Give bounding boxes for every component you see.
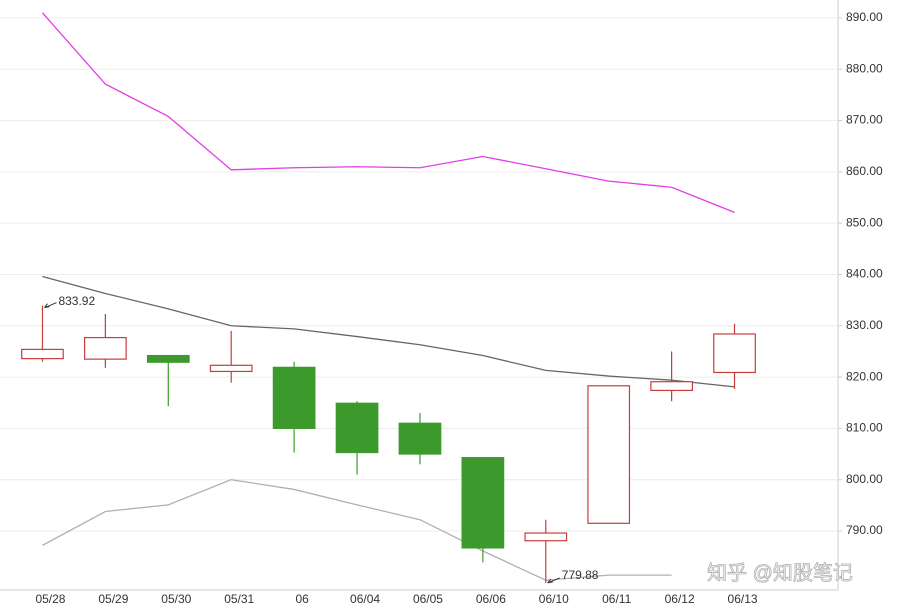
watermark: 知乎 @知股笔记	[707, 561, 853, 584]
x-tick-label: 06/06	[476, 592, 506, 606]
annotation-arrow	[547, 577, 560, 584]
y-tick-label: 880.00	[846, 61, 883, 75]
x-tick-label: 06/05	[413, 592, 443, 606]
y-tick-label: 820.00	[846, 369, 883, 383]
candle-body	[524, 532, 568, 542]
band-line	[42, 275, 735, 388]
x-tick-label: 05/30	[161, 592, 191, 606]
candle-body	[713, 333, 756, 374]
candle-body	[335, 402, 379, 454]
candle-body	[84, 336, 127, 360]
candle-body	[587, 385, 631, 524]
x-tick-label: 06/10	[539, 592, 569, 606]
x-tick-label: 05/28	[35, 592, 65, 606]
y-tick-label: 860.00	[846, 164, 883, 178]
x-tick-label: 06/12	[665, 592, 695, 606]
y-tick-label: 790.00	[846, 523, 883, 537]
y-tick-label: 890.00	[846, 10, 883, 24]
low-label: 779.88	[562, 568, 599, 582]
y-tick-label: 800.00	[846, 472, 883, 486]
annotation-arrow	[44, 302, 57, 309]
candle-body	[650, 381, 693, 392]
candle-body	[461, 457, 505, 549]
y-tick-label: 810.00	[846, 421, 883, 435]
y-tick-label: 830.00	[846, 318, 883, 332]
x-tick-label: 05/29	[98, 592, 128, 606]
x-tick-label: 06	[295, 592, 309, 606]
high-label: 833.92	[58, 294, 95, 308]
candle-body	[146, 354, 190, 363]
x-tick-label: 06/04	[350, 592, 380, 606]
candle-body	[209, 364, 253, 373]
x-tick-label: 06/11	[602, 592, 631, 606]
y-tick-label: 840.00	[846, 267, 883, 281]
band-line	[42, 479, 672, 581]
y-tick-label: 870.00	[846, 113, 883, 127]
band-line	[41, 12, 735, 214]
candle-body	[21, 348, 64, 360]
x-tick-label: 05/31	[224, 592, 254, 606]
y-tick-label: 850.00	[846, 215, 883, 229]
candle-body	[272, 366, 316, 429]
x-tick-label: 06/13	[728, 592, 758, 606]
candle-body	[398, 422, 442, 455]
